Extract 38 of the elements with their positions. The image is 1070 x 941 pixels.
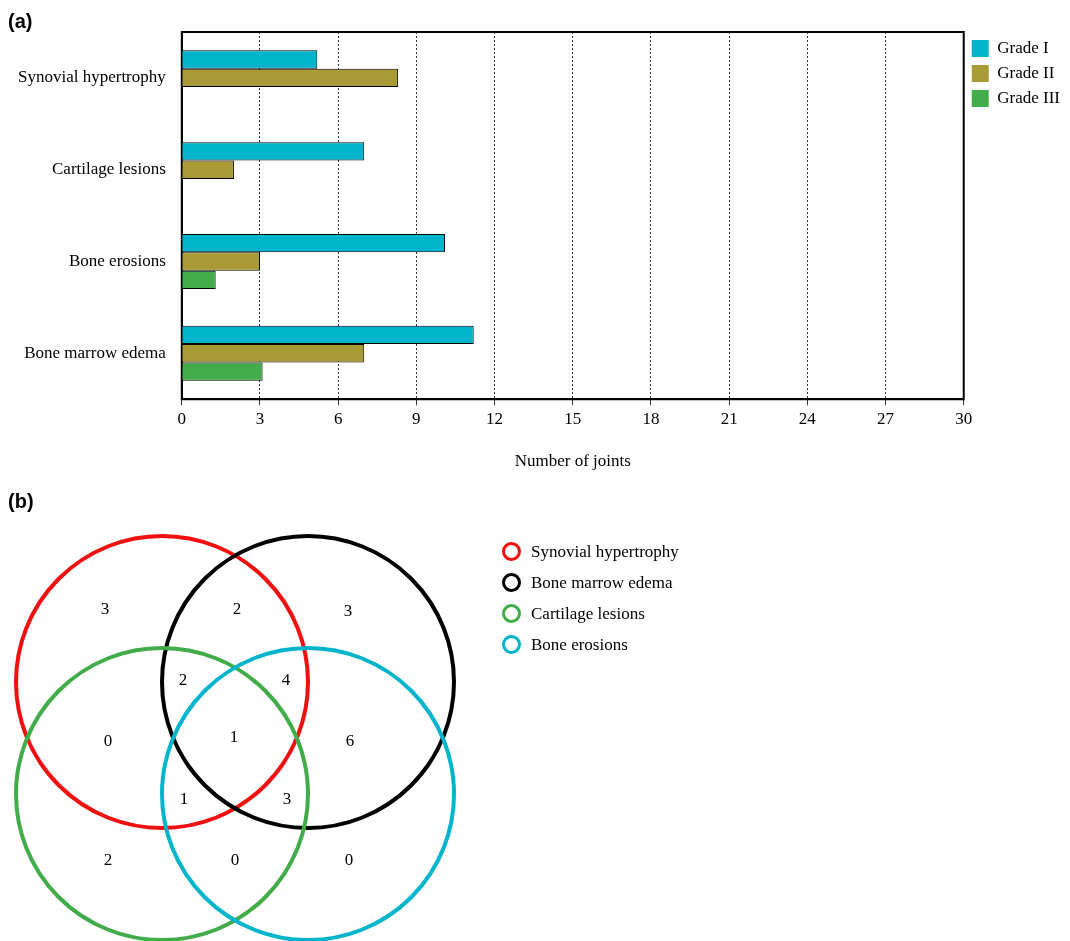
text: 3: [282, 789, 292, 809]
legend-label: Grade II: [997, 62, 1055, 82]
category-label: Bone marrow edema: [531, 572, 673, 593]
text: 0: [103, 731, 113, 751]
text: 1: [229, 727, 239, 747]
category-label: Synovial hypertrophy: [531, 541, 679, 562]
legend-label: Grade III: [997, 87, 1061, 107]
text: 3: [100, 599, 110, 619]
x-tick-label: 30: [955, 408, 973, 428]
text: 0: [230, 850, 240, 870]
x-tick-label: 21: [720, 408, 738, 428]
text: 6: [345, 731, 355, 751]
x-tick-label: 15: [564, 408, 582, 428]
y-tick-label: Bone marrow edema: [24, 342, 167, 362]
text: 4: [281, 670, 291, 690]
category-label: Bone erosions: [531, 634, 628, 655]
legend-label: Grade I: [997, 37, 1050, 57]
text: (b): [8, 489, 34, 512]
text: (a): [8, 9, 33, 32]
x-tick-label: 24: [798, 408, 817, 428]
text: 2: [232, 599, 242, 619]
x-axis-title: Number of joints: [514, 451, 631, 471]
text: 3: [343, 601, 353, 621]
text: 0: [344, 850, 354, 870]
y-tick-label: Cartilage lesions: [52, 159, 166, 179]
x-tick-label: 0: [177, 408, 187, 428]
text: 2: [103, 850, 113, 870]
x-tick-label: 3: [255, 408, 265, 428]
y-tick-label: Synovial hypertrophy: [17, 67, 167, 87]
category-label: Cartilage lesions: [531, 603, 645, 624]
text: 1: [179, 789, 189, 809]
y-tick-label: Bone erosions: [68, 250, 166, 270]
text: 2: [178, 670, 188, 690]
x-tick-label: 18: [642, 408, 660, 428]
x-tick-label: 6: [333, 408, 343, 428]
x-tick-label: 12: [486, 408, 504, 428]
x-tick-label: 27: [877, 408, 895, 428]
x-tick-label: 9: [412, 408, 421, 428]
